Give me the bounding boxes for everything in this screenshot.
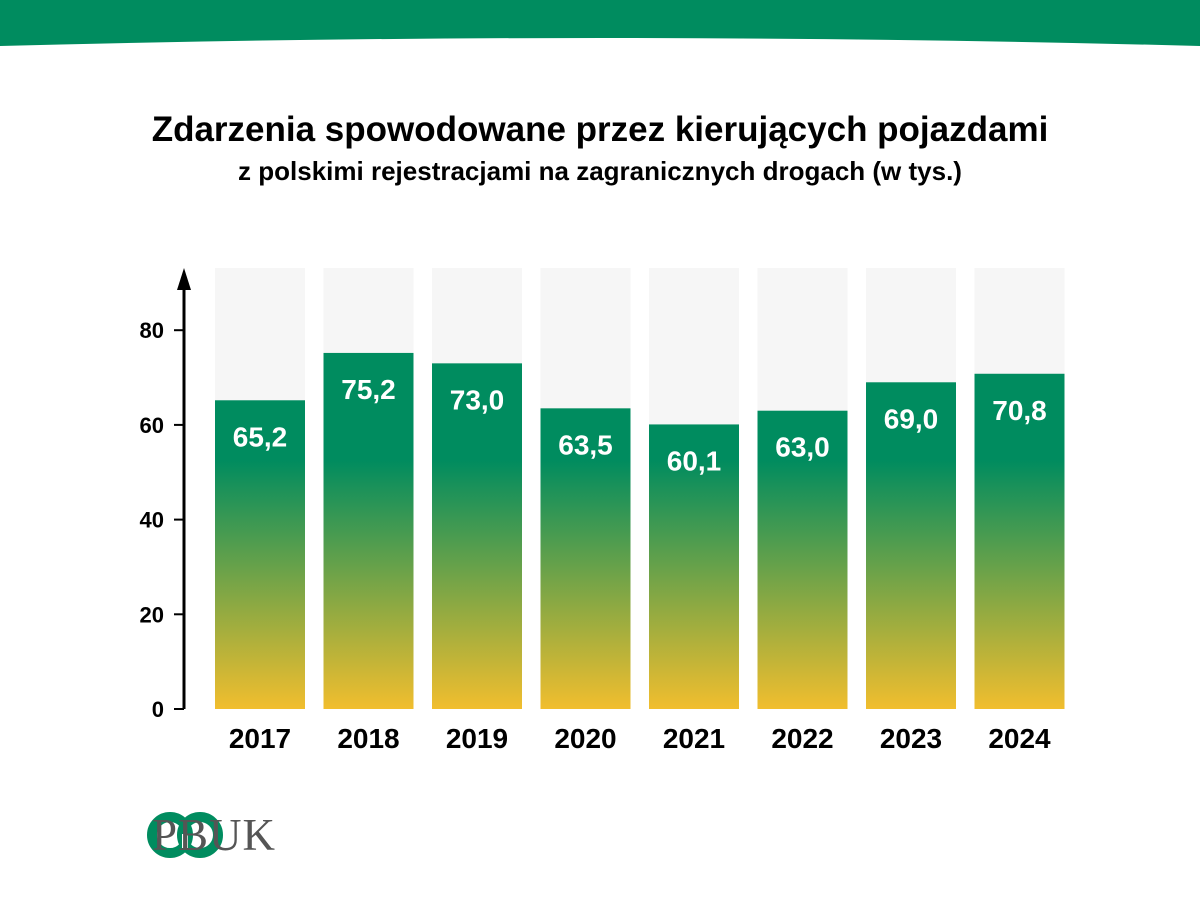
bar-2020 [540, 408, 631, 709]
y-tick-label: 60 [140, 413, 164, 438]
x-tick-label: 2018 [337, 723, 399, 754]
data-label: 63,0 [775, 432, 830, 463]
y-tick-label: 20 [140, 602, 164, 627]
x-tick-label: 2024 [988, 723, 1051, 754]
bar-2022 [757, 410, 848, 709]
data-label: 75,2 [341, 374, 396, 405]
data-label: 70,8 [992, 395, 1047, 426]
bar-2021 [649, 424, 739, 709]
chart-subtitle: z polskimi rejestracjami na zagranicznyc… [238, 156, 962, 186]
logo-text: PBUK [152, 810, 277, 860]
bar-2017 [215, 400, 305, 709]
bar-2019 [432, 363, 522, 709]
x-tick-label: 2017 [229, 723, 291, 754]
x-tick-label: 2019 [446, 723, 508, 754]
x-tick-label: 2023 [880, 723, 942, 754]
y-tick-label: 80 [140, 318, 164, 343]
x-tick-label: 2022 [771, 723, 833, 754]
y-tick-label: 40 [140, 508, 164, 533]
data-label: 69,0 [884, 403, 939, 434]
bar-2024 [974, 373, 1065, 709]
pbuk-rings-icon [147, 812, 223, 858]
data-label: 60,1 [667, 445, 722, 476]
bar-2018 [323, 352, 414, 709]
x-tick-label: 2021 [663, 723, 725, 754]
data-label: 65,2 [233, 421, 288, 452]
chart-title: Zdarzenia spowodowane przez kierujących … [151, 110, 1049, 149]
data-label: 63,5 [558, 429, 613, 460]
y-axis-arrow-icon [177, 268, 191, 290]
data-label: 73,0 [450, 384, 505, 415]
x-tick-label: 2020 [554, 723, 616, 754]
bar-2023 [866, 382, 956, 709]
y-tick-label: 0 [152, 697, 164, 722]
top-brand-band [0, 0, 1200, 46]
